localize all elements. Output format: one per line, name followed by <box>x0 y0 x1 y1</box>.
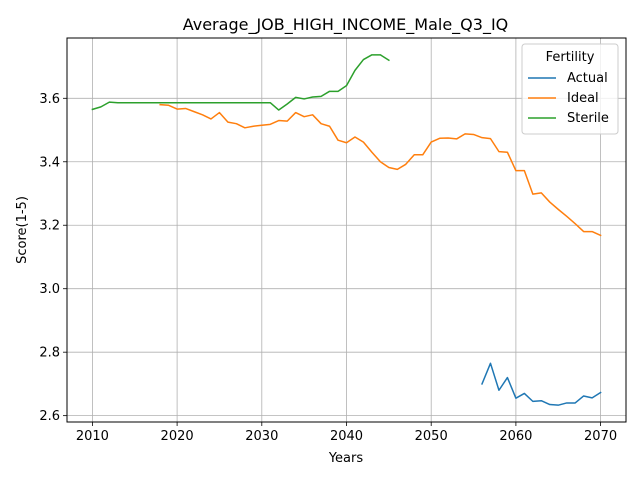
chart-title: Average_JOB_HIGH_INCOME_Male_Q3_IQ <box>183 15 509 35</box>
x-tick-label: 2070 <box>584 429 617 444</box>
y-tick-label: 3.6 <box>39 92 60 107</box>
legend-entries: Actual Ideal Sterile <box>528 71 609 126</box>
x-tick-label: 2030 <box>245 429 278 444</box>
legend-title: Fertility <box>546 50 595 65</box>
x-tick-label: 2010 <box>76 429 109 444</box>
axis-ticks: 2010 2020 2030 2040 2050 2060 2070 2.6 2.8 3.0 3.2… <box>39 92 617 444</box>
y-tick-label: 3.2 <box>39 219 60 234</box>
series-line-actual <box>481 362 602 406</box>
series-lines <box>91 54 602 406</box>
x-tick-label: 2050 <box>415 429 448 444</box>
legend-label-actual: Actual <box>567 71 608 86</box>
legend-label-ideal: Ideal <box>567 91 599 106</box>
x-axis-title: Years <box>328 451 364 466</box>
y-tick-label: 2.6 <box>39 409 60 424</box>
legend: Fertility Actual Ideal Sterile <box>521 43 619 135</box>
x-tick-label: 2040 <box>330 429 363 444</box>
x-tick-label: 2060 <box>499 429 532 444</box>
series-line-ideal <box>159 103 602 237</box>
y-tick-label: 3.4 <box>39 155 60 170</box>
y-tick-label: 2.8 <box>39 346 60 361</box>
y-axis-title: Score(1-5) <box>15 196 30 264</box>
legend-box <box>521 43 619 135</box>
y-tick-label: 3.0 <box>39 282 60 297</box>
x-tick-label: 2020 <box>161 429 194 444</box>
series-line-sterile <box>91 54 390 111</box>
legend-label-sterile: Sterile <box>567 111 609 126</box>
